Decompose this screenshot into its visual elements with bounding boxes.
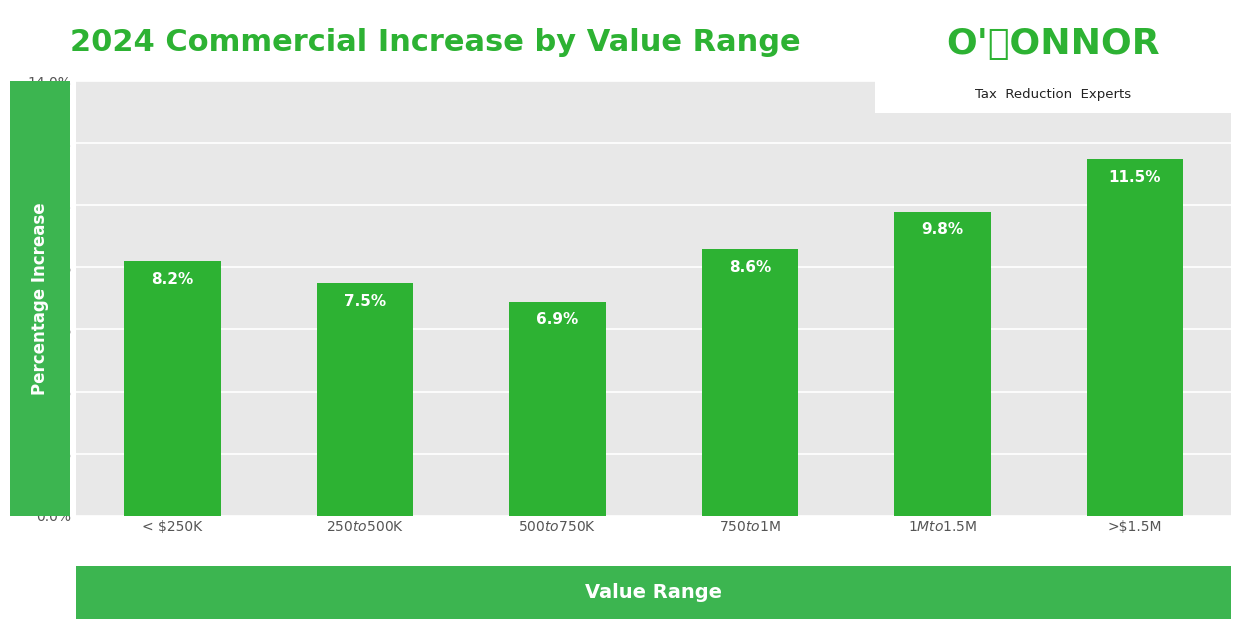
- Text: 9.8%: 9.8%: [921, 222, 964, 238]
- Text: 7.5%: 7.5%: [344, 294, 386, 309]
- Text: Tax  Reduction  Experts: Tax Reduction Experts: [975, 88, 1131, 101]
- Text: Value Range: Value Range: [585, 582, 722, 602]
- Text: 6.9%: 6.9%: [536, 312, 579, 328]
- Text: 2024 Commercial Increase by Value Range: 2024 Commercial Increase by Value Range: [70, 28, 801, 57]
- Text: 11.5%: 11.5%: [1109, 169, 1161, 184]
- Bar: [894, 211, 990, 516]
- Text: 8.6%: 8.6%: [729, 259, 771, 274]
- Bar: [316, 283, 412, 516]
- Text: O'ⓈONNOR: O'ⓈONNOR: [946, 28, 1160, 61]
- Bar: [701, 249, 798, 516]
- Bar: [509, 301, 605, 516]
- Bar: [1086, 159, 1182, 516]
- Bar: [124, 261, 220, 516]
- Text: 8.2%: 8.2%: [151, 272, 194, 287]
- Text: Percentage Increase: Percentage Increase: [31, 202, 49, 395]
